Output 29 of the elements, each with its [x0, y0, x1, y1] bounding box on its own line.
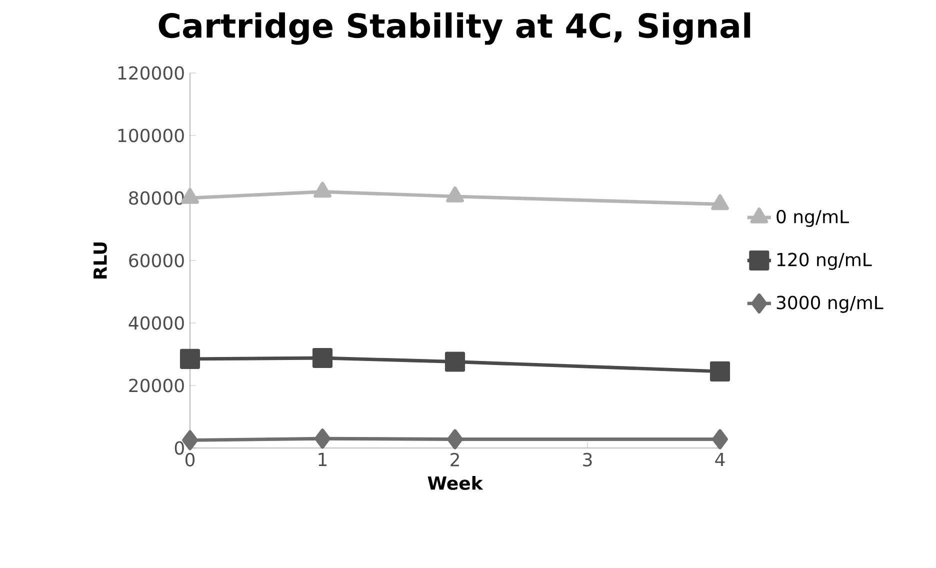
y-tick-label: 40000: [128, 316, 184, 330]
y-tick-label: 60000: [129, 254, 184, 268]
point: [180, 348, 200, 369]
point: [711, 194, 729, 210]
point: [712, 429, 728, 450]
y-tick-label: 80000: [129, 191, 184, 205]
point: [314, 182, 332, 198]
x-axis-title: Week: [428, 476, 484, 490]
y-tick-label: 100000: [118, 128, 184, 142]
point: [447, 429, 463, 450]
x-tick-label: 0: [185, 452, 195, 466]
point: [710, 361, 730, 382]
chart-title: Cartridge Stability at 4C, Signal: [158, 12, 750, 45]
legend-label: 3000 ng/mL: [776, 296, 884, 313]
point: [314, 428, 330, 449]
point: [444, 352, 466, 372]
point: [312, 348, 333, 368]
x-tick-label: 2: [450, 452, 459, 466]
legend-label: 0 ng/mL: [776, 210, 849, 227]
y-tick-label: 0: [174, 441, 184, 455]
x-tick-label: 1: [318, 452, 327, 466]
y-axis-title: RLU: [94, 242, 107, 278]
point: [182, 430, 198, 450]
y-tick-label: 120000: [118, 66, 184, 80]
point: [446, 186, 464, 202]
x-tick-label: 4: [715, 452, 725, 466]
x-tick-label: 3: [583, 452, 592, 466]
y-tick-label: 20000: [129, 378, 184, 392]
legend-label: 120 ng/mL: [777, 252, 872, 270]
